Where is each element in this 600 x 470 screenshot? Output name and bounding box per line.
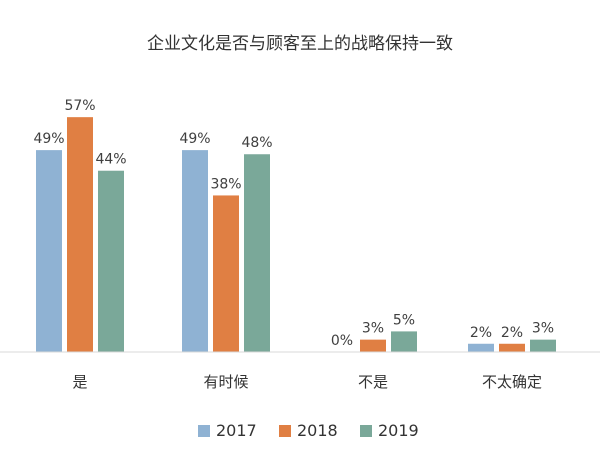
bar-2019-3	[530, 339, 556, 352]
legend-label-2019: 2019	[378, 421, 419, 440]
bar-2017-3	[468, 343, 494, 352]
data-label-2017-2: 0%	[331, 333, 353, 349]
bar-2018-2	[360, 339, 386, 352]
plot-area: 49% 57% 44% 是 49% 38% 48% 有时候 0% 3% 5% 不是 2% 2% 3% 不太确定	[33, 98, 556, 391]
bar-2019-1	[244, 154, 270, 352]
legend-swatch-2019	[360, 425, 372, 437]
data-label-2017-1: 49%	[179, 131, 210, 147]
legend-label-2017: 2017	[216, 421, 257, 440]
category-label-3: 不太确定	[482, 373, 542, 391]
data-label-2018-0: 57%	[64, 98, 95, 114]
data-label-2017-3: 2%	[470, 325, 492, 341]
data-label-2019-2: 5%	[393, 312, 415, 328]
bar-2018-0	[67, 117, 93, 352]
legend-swatch-2017	[198, 425, 210, 437]
bar-2018-3	[499, 343, 525, 352]
data-label-2018-1: 38%	[210, 176, 241, 192]
chart-title: 企业文化是否与顾客至上的战略保持一致	[147, 34, 453, 54]
data-label-2019-0: 44%	[95, 152, 126, 168]
bar-2019-0	[98, 170, 124, 352]
bar-2018-1	[213, 195, 239, 352]
data-label-2018-2: 3%	[362, 321, 384, 337]
data-label-2019-1: 48%	[241, 135, 272, 151]
category-label-1: 有时候	[203, 373, 248, 391]
legend-label-2018: 2018	[297, 421, 338, 440]
bar-2017-0	[36, 150, 62, 352]
legend-swatch-2018	[279, 425, 291, 437]
legend: 2017 2018 2019	[198, 421, 419, 440]
category-label-0: 是	[72, 373, 87, 391]
data-label-2017-0: 49%	[33, 131, 64, 147]
data-label-2019-3: 3%	[532, 321, 554, 337]
bar-2019-2	[391, 331, 417, 352]
data-label-2018-3: 2%	[501, 325, 523, 341]
category-label-2: 不是	[358, 373, 388, 391]
bar-2017-1	[182, 150, 208, 352]
